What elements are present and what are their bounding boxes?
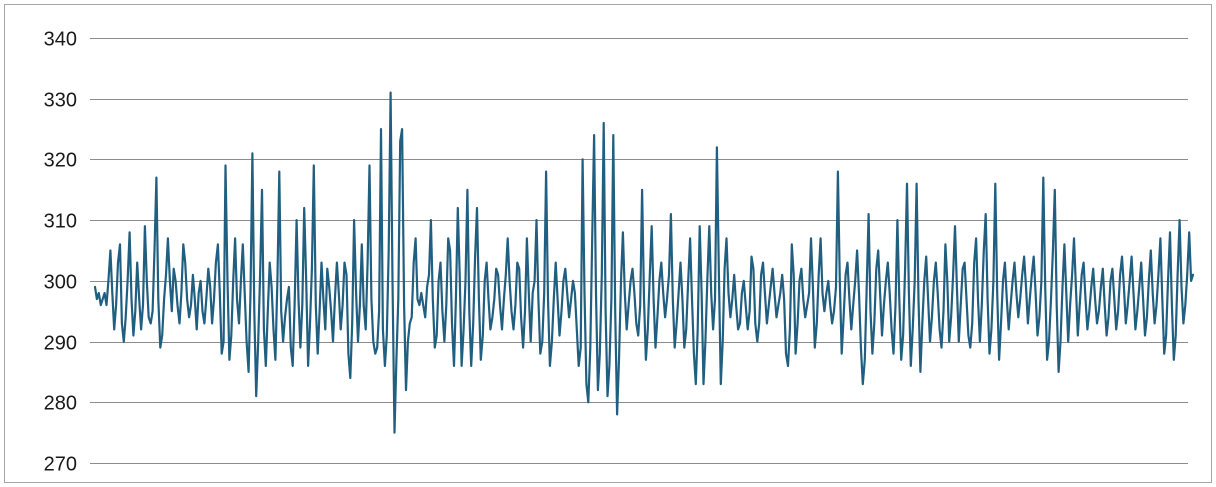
y-tick-label-270: 270 bbox=[44, 454, 77, 476]
line-chart: 270 280 290 300 310 320 330 340 bbox=[44, 29, 1195, 476]
y-tick-label-340: 340 bbox=[44, 29, 77, 51]
y-tick-label-280: 280 bbox=[44, 393, 77, 415]
y-tick-label-330: 330 bbox=[44, 90, 77, 112]
gridlines bbox=[90, 38, 1188, 464]
y-tick-label-290: 290 bbox=[44, 333, 77, 355]
y-axis-ticks: 270 280 290 300 310 320 330 340 bbox=[44, 29, 77, 476]
y-tick-label-310: 310 bbox=[44, 211, 77, 233]
series-layer bbox=[93, 91, 1195, 434]
y-tick-label-300: 300 bbox=[44, 272, 77, 294]
chart-frame: 270 280 290 300 310 320 330 340 bbox=[4, 4, 1212, 483]
y-tick-label-320: 320 bbox=[44, 150, 77, 172]
series-line-0 bbox=[93, 91, 1195, 434]
